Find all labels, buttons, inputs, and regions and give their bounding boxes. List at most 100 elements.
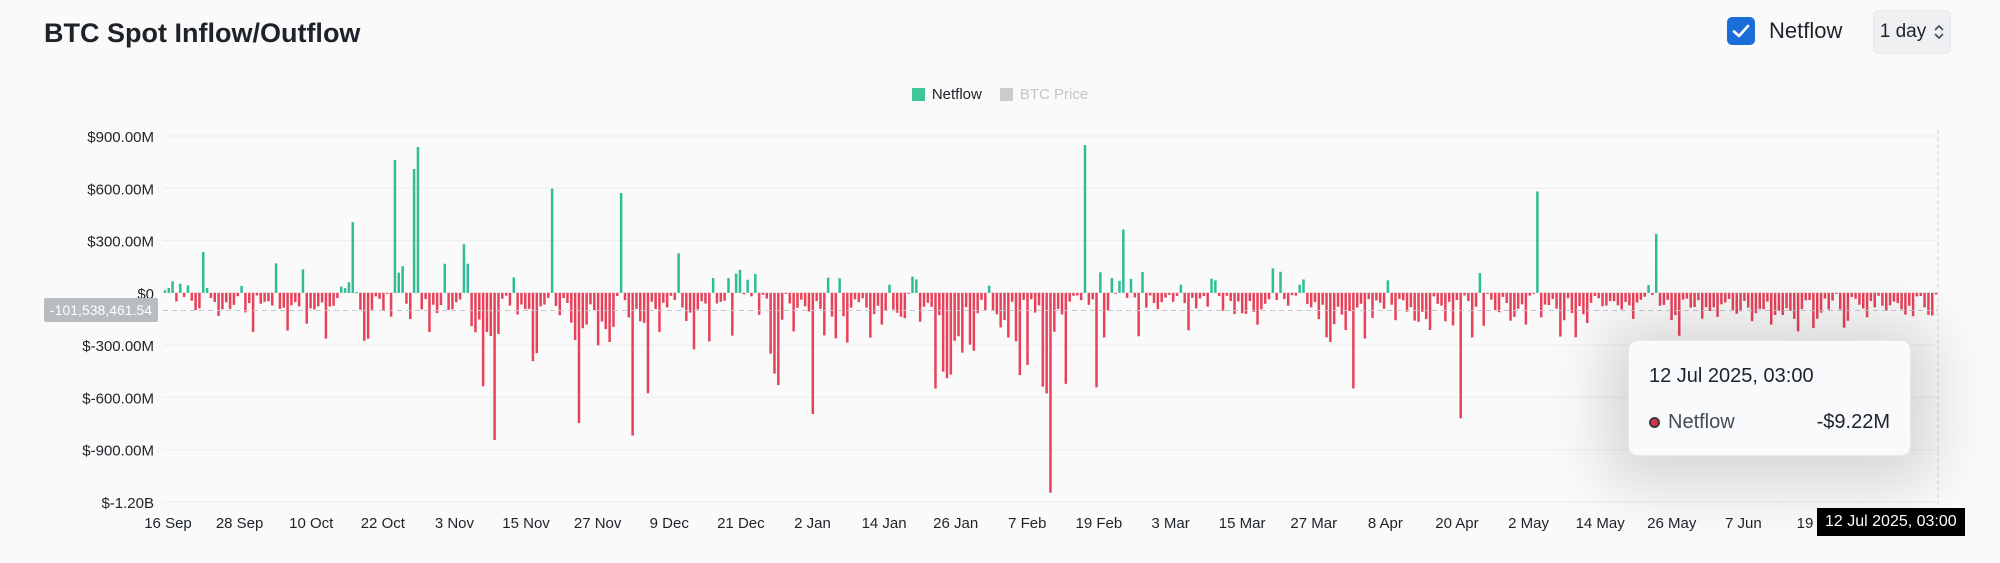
bar xyxy=(1003,292,1006,321)
bar xyxy=(665,292,669,308)
bar xyxy=(769,292,772,354)
x-tick-label: 27 Nov xyxy=(574,515,622,532)
bar xyxy=(1543,292,1547,305)
bar xyxy=(1286,292,1290,306)
bar xyxy=(286,292,289,331)
bar xyxy=(1823,292,1827,299)
bar xyxy=(228,292,232,309)
bar xyxy=(964,292,968,308)
bar xyxy=(1520,292,1524,305)
bar xyxy=(347,282,351,293)
x-tick-label: 16 Sep xyxy=(144,515,192,532)
period-select-value: 1 day xyxy=(1879,21,1927,42)
bar xyxy=(409,292,412,319)
bar xyxy=(681,292,684,308)
bar xyxy=(995,292,999,315)
bar xyxy=(1539,292,1543,318)
bar xyxy=(1125,292,1129,298)
bar xyxy=(600,292,604,322)
bar xyxy=(1359,292,1363,304)
bar xyxy=(1191,292,1194,298)
bar xyxy=(1501,292,1505,297)
bar xyxy=(328,292,332,307)
bar xyxy=(1221,292,1225,311)
bar xyxy=(631,292,634,436)
legend-item-btc-price[interactable]: BTC Price xyxy=(999,86,1088,103)
bar xyxy=(343,288,347,293)
bar xyxy=(340,286,343,293)
bar xyxy=(1168,292,1171,295)
bar xyxy=(1735,292,1738,314)
bar xyxy=(1352,292,1355,389)
netflow-checkbox[interactable] xyxy=(1727,17,1755,45)
bar xyxy=(1033,292,1037,313)
bar xyxy=(1348,292,1351,311)
bar xyxy=(1777,292,1781,311)
netflow-toggle-label: Netflow xyxy=(1769,18,1843,43)
bar xyxy=(903,292,907,319)
bar xyxy=(393,159,397,293)
bar xyxy=(466,263,470,293)
bar xyxy=(1931,292,1934,316)
bar xyxy=(493,292,496,440)
updown-chevron-icon xyxy=(1934,25,1944,39)
bar xyxy=(1401,292,1405,301)
bar xyxy=(646,292,650,394)
bar xyxy=(439,292,443,306)
bar xyxy=(179,283,182,293)
bar xyxy=(320,292,324,303)
bar xyxy=(401,266,404,293)
bar xyxy=(1256,292,1259,325)
bar xyxy=(416,146,420,293)
bar xyxy=(527,292,531,309)
bar xyxy=(504,292,508,296)
bar xyxy=(1014,292,1018,342)
bar xyxy=(834,292,838,339)
period-select[interactable]: 1 day xyxy=(1873,10,1951,54)
bar xyxy=(1532,292,1535,294)
bar xyxy=(1819,292,1823,313)
bar xyxy=(1685,292,1689,299)
bar xyxy=(232,292,236,305)
bar xyxy=(1578,292,1581,307)
bar xyxy=(428,292,431,332)
bar xyxy=(397,272,401,293)
x-tick-label: 27 Mar xyxy=(1290,515,1337,532)
bar xyxy=(953,292,956,341)
bar xyxy=(1670,292,1673,321)
bar xyxy=(1597,292,1600,299)
bar xyxy=(301,269,305,293)
bar xyxy=(984,292,987,311)
bar xyxy=(1447,292,1451,302)
y-tick-label: $-600.00M xyxy=(82,390,154,407)
bar xyxy=(1566,292,1570,299)
x-tick-label: 15 Mar xyxy=(1219,515,1266,532)
bar xyxy=(773,292,776,374)
bar xyxy=(1858,292,1861,305)
bar xyxy=(290,292,293,306)
bar xyxy=(1141,271,1144,293)
bar xyxy=(1018,292,1022,376)
bar xyxy=(1555,292,1558,309)
bar xyxy=(1467,292,1470,302)
y-tick-label: $600.00M xyxy=(87,181,154,198)
bar xyxy=(941,292,945,372)
bar xyxy=(1908,292,1911,306)
bar xyxy=(888,284,891,293)
legend-item-netflow[interactable]: Netflow xyxy=(911,86,982,103)
bar xyxy=(688,292,692,313)
bar xyxy=(1229,292,1232,302)
bar xyxy=(723,292,726,301)
bar xyxy=(719,292,723,302)
x-tick-label: 3 Nov xyxy=(435,515,475,532)
bar xyxy=(635,292,638,309)
x-tick-label: 14 Jan xyxy=(862,515,907,532)
bar xyxy=(577,292,581,424)
bar xyxy=(1160,292,1163,303)
bar xyxy=(451,292,454,310)
bar xyxy=(1175,292,1179,296)
bar xyxy=(1183,292,1186,304)
bar xyxy=(570,292,573,323)
bar xyxy=(489,292,493,337)
netflow-toggle[interactable]: Netflow xyxy=(1727,17,1842,45)
